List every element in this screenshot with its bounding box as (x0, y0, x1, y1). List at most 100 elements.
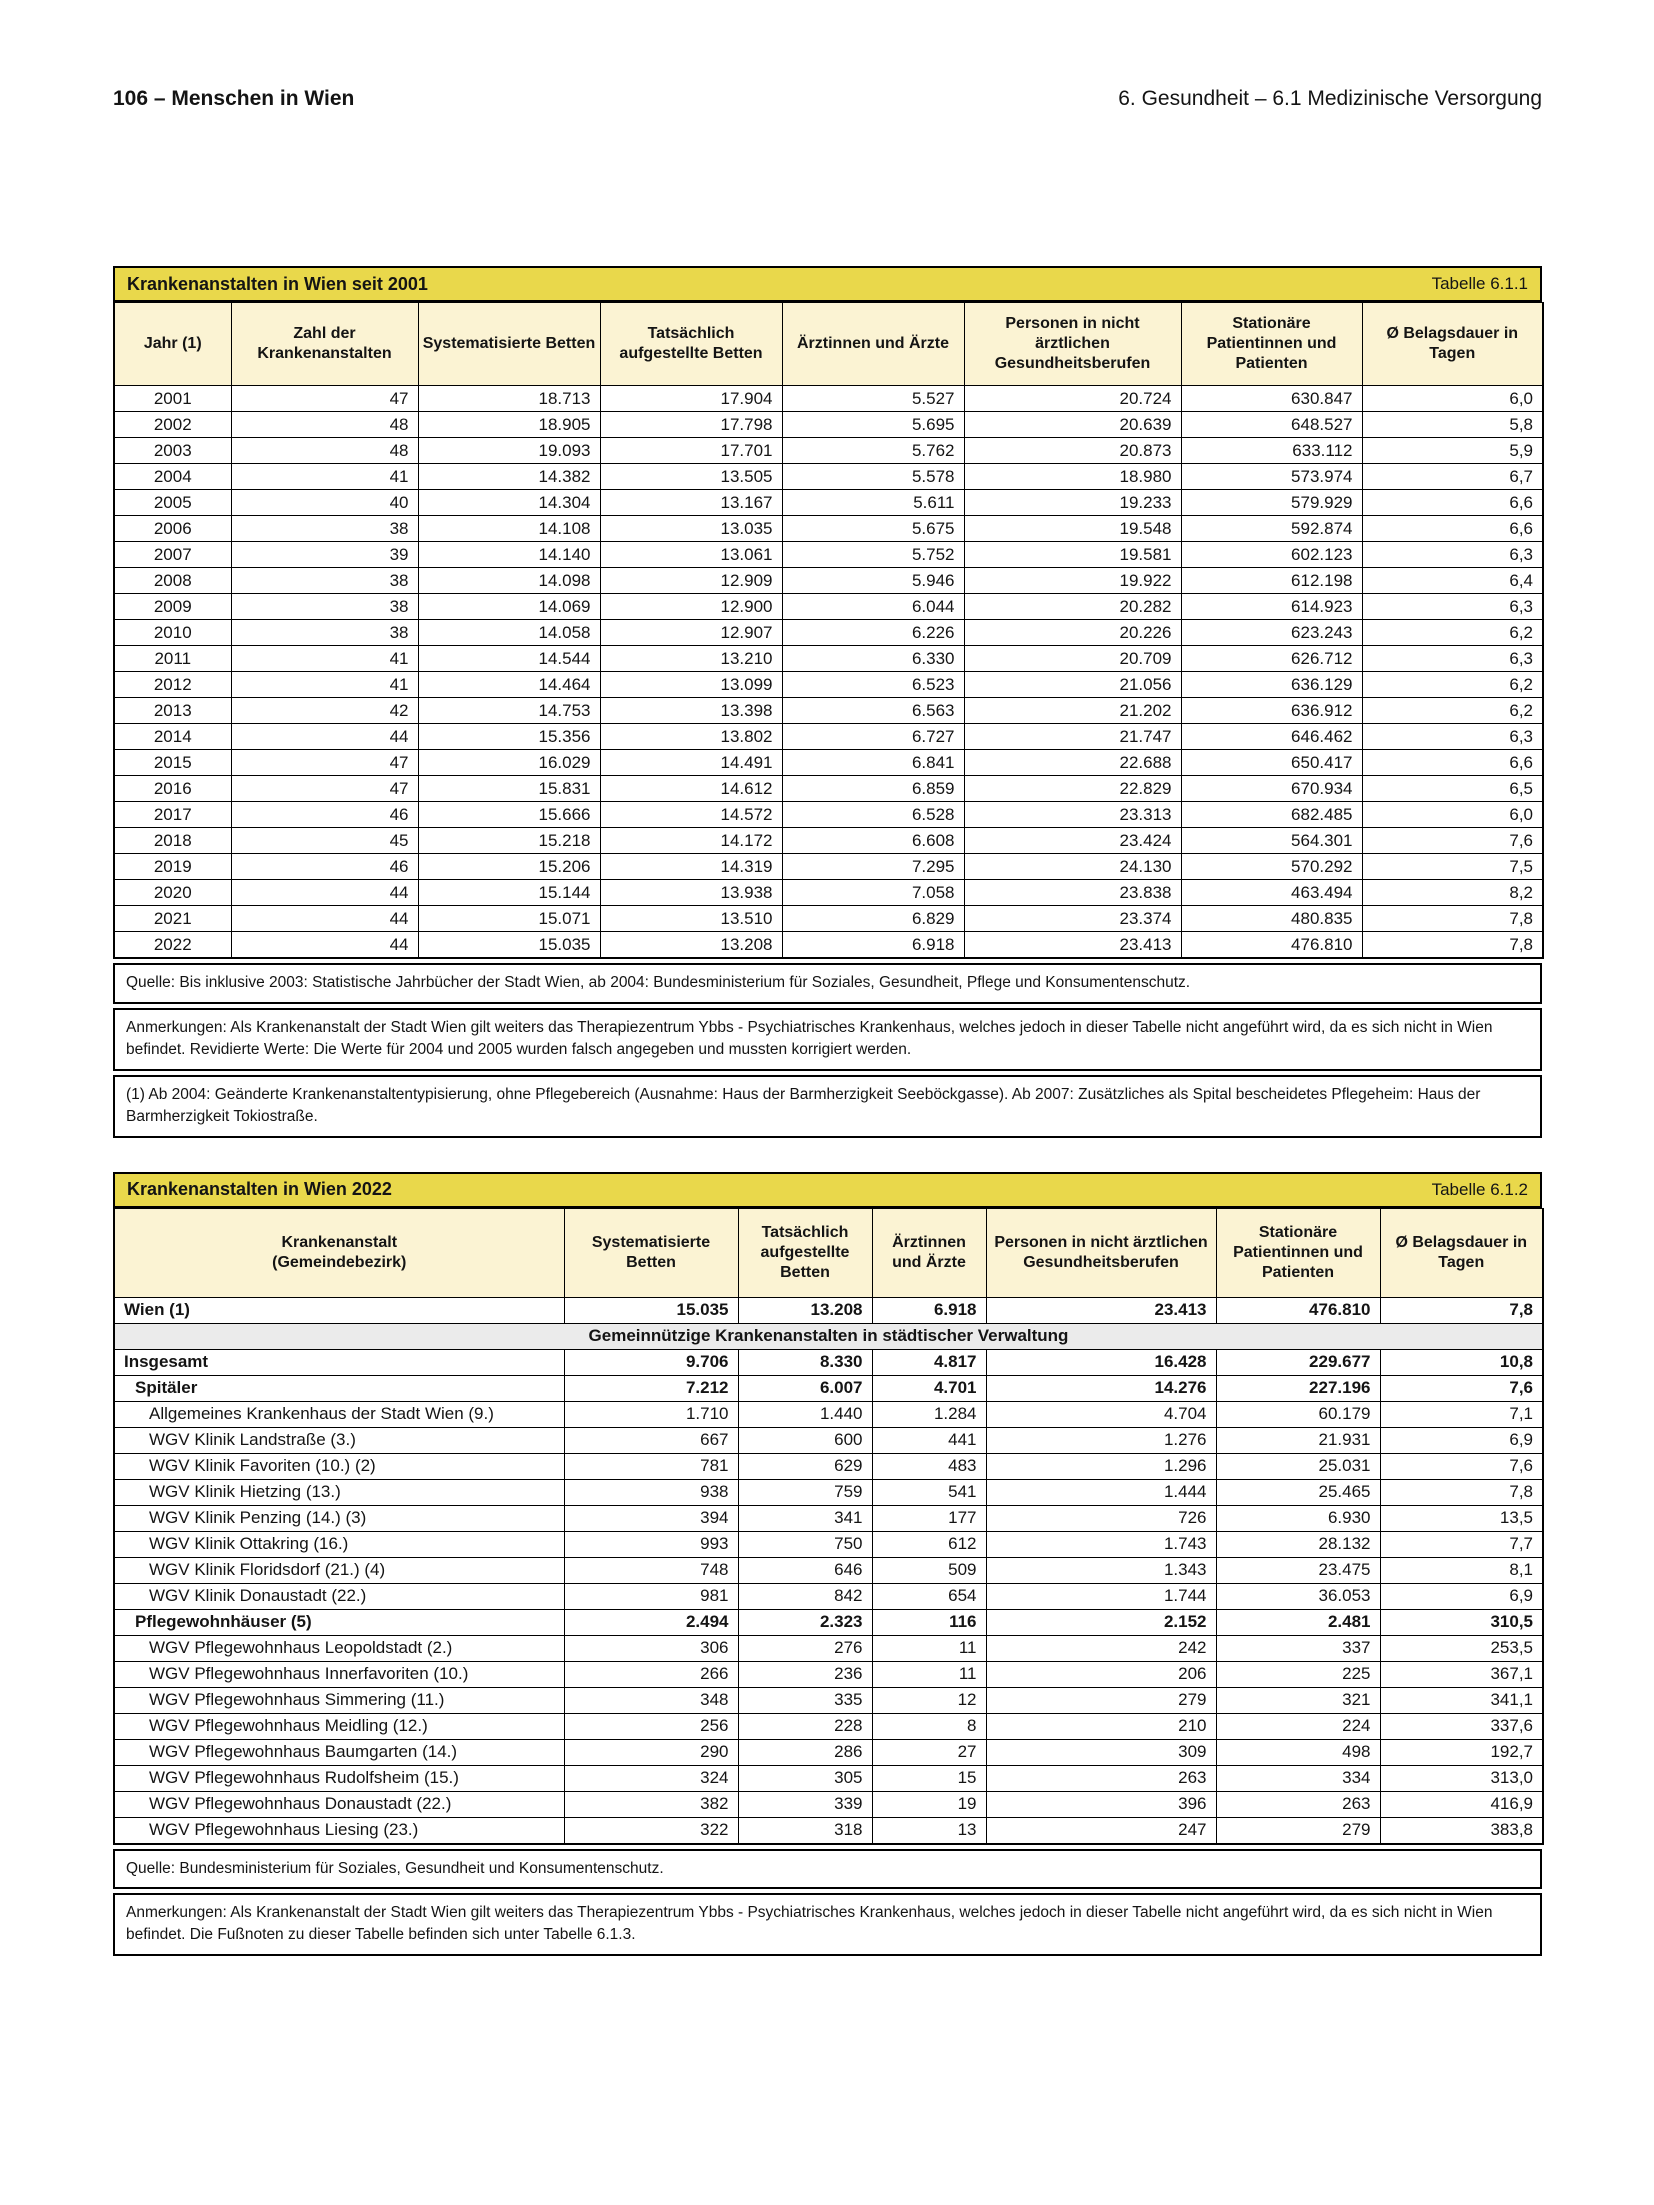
value-cell: 25.465 (1215, 1478, 1381, 1506)
value-cell: 570.292 (1180, 853, 1363, 881)
facility-name-cell: WGV Klinik Favoriten (10.) (2) (113, 1452, 565, 1480)
value-cell: 38 (230, 515, 419, 543)
table-row: 2015 47 16.029 14.491 6.841 22.688 650.417 6,6 (113, 749, 1544, 777)
table-row: WGV Pflegewohnhaus Liesing (23.) 322 318 13… (113, 1816, 1544, 1845)
value-cell: 19 (871, 1790, 987, 1818)
value-cell: 23.413 (963, 931, 1182, 959)
table-row: WGV Pflegewohnhaus Baumgarten (14.) 290 28… (113, 1738, 1544, 1766)
value-cell: 6.523 (781, 671, 965, 699)
value-cell: 242 (985, 1634, 1217, 1662)
value-cell: 14.572 (599, 801, 783, 829)
year-cell: 2009 (113, 593, 232, 621)
value-cell: 6.044 (781, 593, 965, 621)
table2-body: Wien (1) 15.035 13.208 6.918 23.413 476.810 7,… (113, 1296, 1544, 1845)
value-cell: 13.398 (599, 697, 783, 725)
table-row: 2016 47 15.831 14.612 6.859 22.829 670.934 6,5 (113, 775, 1544, 803)
header-row: Krankenanstalt (Gemeindebezirk) Systemati… (113, 1207, 1544, 1298)
value-cell: 14.058 (417, 619, 601, 647)
value-cell: 6,6 (1361, 749, 1544, 777)
value-cell: 7,1 (1379, 1400, 1544, 1428)
value-cell: 480.835 (1180, 905, 1363, 933)
value-cell: 6.841 (781, 749, 965, 777)
hospitals-2022-table: Krankenanstalt (Gemeindebezirk) Systemati… (113, 1207, 1544, 1845)
value-cell: 14.304 (417, 489, 601, 517)
column-header: Systematisierte Betten (417, 302, 601, 387)
value-cell: 13.061 (599, 541, 783, 569)
value-cell: 7,8 (1379, 1296, 1544, 1324)
value-cell: 6,7 (1361, 463, 1544, 491)
value-cell: 14.491 (599, 749, 783, 777)
column-header: Tatsächlich aufgestellte Betten (737, 1207, 873, 1298)
value-cell: 5.675 (781, 515, 965, 543)
table1-footnote-1: (1) Ab 2004: Geänderte Krankenanstaltent… (113, 1074, 1542, 1138)
value-cell: 1.284 (871, 1400, 987, 1428)
value-cell: 339 (737, 1790, 873, 1818)
value-cell: 44 (230, 879, 419, 907)
value-cell: 192,7 (1379, 1738, 1544, 1766)
value-cell: 279 (985, 1686, 1217, 1714)
value-cell: 20.639 (963, 411, 1182, 439)
column-header: Stationäre Patientinnen und Patienten (1180, 302, 1363, 387)
table-row: WGV Klinik Floridsdorf (21.) (4) 748 646 50… (113, 1556, 1544, 1584)
value-cell: 579.929 (1180, 489, 1363, 517)
facility-name-cell: Spitäler (113, 1374, 565, 1402)
table2-remarks-note: Anmerkungen: Als Krankenanstalt der Stad… (113, 1893, 1542, 1956)
value-cell: 18.980 (963, 463, 1182, 491)
value-cell: 7,6 (1379, 1374, 1544, 1402)
facility-name-cell: WGV Klinik Floridsdorf (21.) (4) (113, 1556, 565, 1584)
table-row: Allgemeines Krankenhaus der Stadt Wien (… (113, 1400, 1544, 1428)
value-cell: 7,6 (1379, 1452, 1544, 1480)
column-header: Tatsächlich aufgestellte Betten (599, 302, 783, 387)
year-cell: 2001 (113, 385, 232, 413)
value-cell: 210 (985, 1712, 1217, 1740)
value-cell: 27 (871, 1738, 987, 1766)
value-cell: 5.695 (781, 411, 965, 439)
value-cell: 36.053 (1215, 1582, 1381, 1610)
value-cell: 759 (737, 1478, 873, 1506)
value-cell: 938 (563, 1478, 739, 1506)
value-cell: 20.709 (963, 645, 1182, 673)
table-row: 2013 42 14.753 13.398 6.563 21.202 636.912 6,2 (113, 697, 1544, 725)
year-cell: 2006 (113, 515, 232, 543)
value-cell: 306 (563, 1634, 739, 1662)
header-row: Jahr (1) Zahl der Krankenanstalten Systema… (113, 302, 1544, 387)
value-cell: 41 (230, 671, 419, 699)
value-cell: 667 (563, 1426, 739, 1454)
value-cell: 20.724 (963, 385, 1182, 413)
table1-title: Krankenanstalten in Wien seit 2001 (127, 273, 428, 294)
table1-title-bar: Krankenanstalten in Wien seit 2001 Tabel… (113, 266, 1542, 303)
year-cell: 2011 (113, 645, 232, 673)
value-cell: 22.829 (963, 775, 1182, 803)
value-cell: 476.810 (1180, 931, 1363, 959)
value-cell: 441 (871, 1426, 987, 1454)
facility-name-cell: Pflegewohnhäuser (5) (113, 1608, 565, 1636)
value-cell: 228 (737, 1712, 873, 1740)
value-cell: 6.608 (781, 827, 965, 855)
value-cell: 6,6 (1361, 515, 1544, 543)
value-cell: 12 (871, 1686, 987, 1714)
value-cell: 44 (230, 905, 419, 933)
value-cell: 6.930 (1215, 1504, 1381, 1532)
value-cell: 14.464 (417, 671, 601, 699)
value-cell: 21.931 (1215, 1426, 1381, 1454)
year-cell: 2002 (113, 411, 232, 439)
value-cell: 600 (737, 1426, 873, 1454)
value-cell: 6,9 (1379, 1426, 1544, 1454)
value-cell: 45 (230, 827, 419, 855)
table-row: WGV Klinik Favoriten (10.) (2) 781 629 483 1… (113, 1452, 1544, 1480)
value-cell: 266 (563, 1660, 739, 1688)
value-cell: 14.098 (417, 567, 601, 595)
value-cell: 290 (563, 1738, 739, 1766)
table-row: 2006 38 14.108 13.035 5.675 19.548 592.874 6,6 (113, 515, 1544, 543)
table-row: 2018 45 15.218 14.172 6.608 23.424 564.301 7,6 (113, 827, 1544, 855)
value-cell: 341,1 (1379, 1686, 1544, 1714)
year-cell: 2014 (113, 723, 232, 751)
value-cell: 177 (871, 1504, 987, 1532)
value-cell: 60.179 (1215, 1400, 1381, 1428)
value-cell: 19.093 (417, 437, 601, 465)
value-cell: 1.276 (985, 1426, 1217, 1454)
value-cell: 1.296 (985, 1452, 1217, 1480)
value-cell: 21.056 (963, 671, 1182, 699)
value-cell: 6.859 (781, 775, 965, 803)
value-cell: 12.900 (599, 593, 783, 621)
